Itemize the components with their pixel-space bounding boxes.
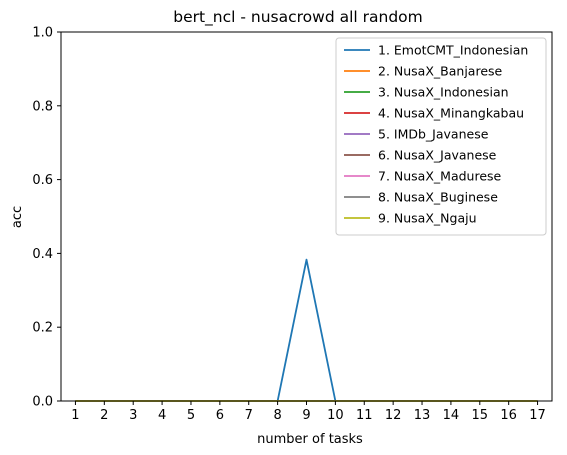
x-tick-label: 7 [245,408,253,423]
legend-label: 1. EmotCMT_Indonesian [378,43,528,58]
series-layer [75,258,538,402]
x-tick-label: 4 [158,408,166,423]
legend-label: 5. IMDb_Javanese [378,127,489,142]
y-tick-label: 0.2 [32,321,53,336]
x-tick-label: 1 [71,408,79,423]
x-tick-label: 11 [356,408,373,423]
y-tick-label: 0.0 [32,395,53,410]
y-tick-label: 0.4 [32,247,53,262]
x-tick-label: 2 [100,408,108,423]
legend-box [335,37,547,236]
chart-title: bert_ncl - nusacrowd all random [173,8,423,27]
legend: 1. EmotCMT_Indonesian 2. NusaX_Banjarese 3… [335,37,547,236]
x-axis-ticks: 1 2 3 4 5 6 7 8 9 10 11 12 13 14 15 16 17 [71,401,546,423]
y-tick-label: 0.6 [32,173,53,188]
x-tick-label: 12 [385,408,402,423]
y-axis-ticks: 0.0 0.2 0.4 0.6 0.8 1.0 [32,26,61,410]
x-tick-label: 13 [414,408,431,423]
x-tick-label: 17 [529,408,546,423]
x-tick-label: 15 [472,408,489,423]
x-tick-label: 5 [187,408,195,423]
y-axis-label: acc [10,206,25,228]
x-tick-label: 14 [443,408,460,423]
series-line-1 [75,258,538,402]
legend-label: 6. NusaX_Javanese [378,148,497,163]
y-tick-label: 0.8 [32,99,53,114]
x-axis-label: number of tasks [257,432,363,447]
legend-label: 3. NusaX_Indonesian [378,85,509,100]
x-tick-label: 9 [302,408,310,423]
x-tick-label: 16 [500,408,517,423]
x-tick-label: 10 [327,408,344,423]
legend-label: 9. NusaX_Ngaju [378,211,477,226]
y-tick-label: 1.0 [32,26,53,41]
legend-label: 8. NusaX_Buginese [378,190,498,205]
legend-label: 2. NusaX_Banjarese [378,64,503,79]
x-tick-label: 6 [216,408,224,423]
x-tick-label: 8 [273,408,281,423]
legend-label: 7. NusaX_Madurese [378,169,502,184]
x-tick-label: 3 [129,408,137,423]
legend-label: 4. NusaX_Minangkabau [378,106,524,121]
